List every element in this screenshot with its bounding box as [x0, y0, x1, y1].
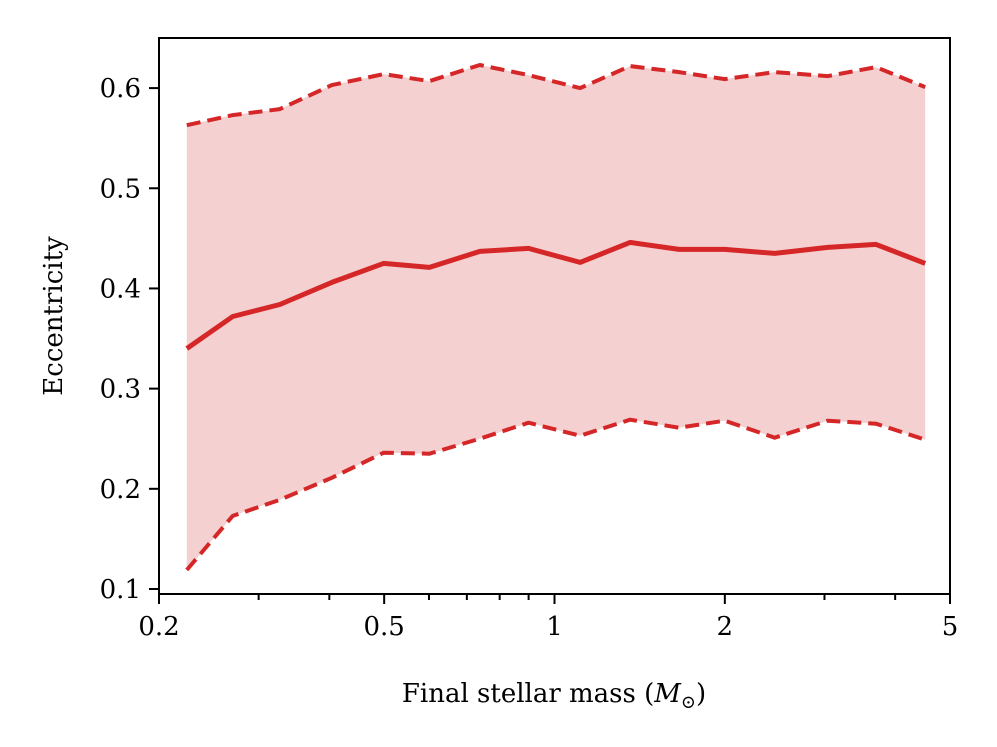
plot-area — [185, 63, 927, 572]
y-tick-label: 0.4 — [100, 274, 141, 304]
x-tick-label: 0.2 — [138, 612, 179, 642]
x-axis-label: Final stellar mass (M⊙) — [402, 679, 706, 713]
y-tick-label: 0.2 — [100, 475, 141, 505]
upper-line — [186, 63, 926, 128]
x-tick-label: 1 — [546, 612, 563, 642]
x-tick-label: 2 — [717, 612, 734, 642]
median-line — [185, 239, 927, 351]
x-tick-label: 0.5 — [363, 612, 404, 642]
axis-ticks: 0.2 0.5 1 2 5 0.1 0.2 0.3 0.4 0.5 0.6 — [100, 74, 959, 642]
y-tick-label: 0.1 — [100, 575, 141, 605]
y-tick-label: 0.3 — [100, 375, 141, 405]
y-axis-label: Eccentricity — [39, 236, 69, 396]
y-tick-label: 0.6 — [100, 74, 141, 104]
lower-line — [185, 417, 926, 572]
percentile-band — [186, 65, 926, 570]
y-tick-label: 0.5 — [100, 174, 141, 204]
x-tick-label: 5 — [942, 612, 959, 642]
